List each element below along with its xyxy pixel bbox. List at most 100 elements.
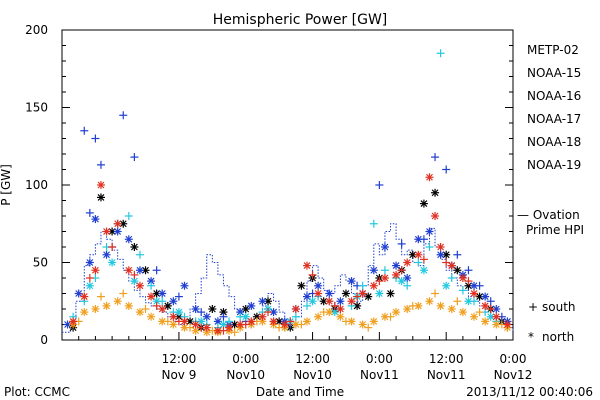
- noaa-18-south-point: [297, 320, 306, 329]
- noaa-15-south-point: [197, 308, 206, 317]
- x-axis-label: Date and Time: [256, 385, 344, 399]
- noaa-18-north-point: [158, 317, 167, 326]
- noaa-18-north-point: [169, 320, 178, 329]
- noaa-16-south-point: [380, 266, 389, 275]
- noaa-18-south-point: [163, 317, 172, 326]
- noaa-16-south-point: [291, 312, 300, 321]
- x-tick-date-label: Nov11: [360, 368, 399, 382]
- noaa-19-north-point: [202, 323, 211, 332]
- noaa-15-north-point: [113, 227, 122, 236]
- noaa-19-south-point: [464, 277, 473, 286]
- noaa-15-south-point: [152, 266, 161, 275]
- noaa-18-south-point: [186, 323, 195, 332]
- noaa-15-north-point: [314, 281, 323, 290]
- legend-noaa-18: NOAA-18: [527, 135, 581, 149]
- y-tick-label: 0: [40, 333, 48, 347]
- metp-02-north-point: [96, 193, 105, 202]
- noaa-19-south-point: [130, 270, 139, 279]
- noaa-15-south-point: [91, 134, 100, 143]
- noaa-19-north-point: [96, 181, 105, 189]
- marker-legend-north-symbol: *: [528, 330, 534, 344]
- noaa-19-north-point: [269, 317, 278, 326]
- ovation-legend-line1: — Ovation: [517, 208, 580, 222]
- noaa-16-south-point: [135, 250, 144, 259]
- noaa-19-north-point: [169, 312, 178, 321]
- noaa-15-north-point: [202, 312, 211, 321]
- noaa-19-north-point: [80, 292, 89, 301]
- noaa-18-north-point: [314, 312, 323, 321]
- noaa-19-south-point: [286, 317, 295, 326]
- y-tick-label: 200: [25, 23, 48, 37]
- noaa-15-south-point: [174, 292, 183, 301]
- noaa-16-north-point: [197, 317, 206, 326]
- noaa-18-south-point: [119, 289, 128, 298]
- noaa-19-north-point: [247, 317, 256, 326]
- noaa-15-north-point: [191, 305, 200, 313]
- noaa-19-south-point: [330, 301, 339, 310]
- noaa-15-north-point: [347, 277, 356, 286]
- chart-title: Hemispheric Power [GW]: [213, 12, 388, 28]
- noaa-15-south-point: [486, 297, 495, 306]
- metp-02-north-point: [364, 292, 373, 301]
- metp-02-north-point: [297, 281, 306, 290]
- noaa-16-north-point: [308, 297, 317, 306]
- marker-legend-south-symbol: +: [528, 300, 538, 314]
- noaa-15-south-point: [464, 266, 473, 275]
- noaa-19-north-point: [191, 320, 200, 329]
- metp-02-north-point: [408, 250, 417, 259]
- x-tick-time-label: 12:00: [295, 352, 330, 366]
- plot-frame: [61, 29, 514, 341]
- noaa-18-south-point: [431, 289, 440, 298]
- y-tick-label: 50: [33, 256, 48, 270]
- x-tick-time-label: 12:00: [162, 352, 197, 366]
- noaa-15-south-point: [219, 312, 228, 321]
- noaa-19-north-point: [380, 274, 389, 282]
- noaa-16-north-point: [397, 277, 406, 286]
- noaa-15-north-point: [180, 281, 189, 290]
- noaa-15-north-point: [380, 243, 389, 251]
- metp-02-north-point: [453, 266, 462, 275]
- noaa-19-south-point: [152, 301, 161, 310]
- metp-02-north-point: [341, 289, 350, 298]
- noaa-15-south-point: [130, 153, 139, 162]
- noaa-18-north-point: [180, 323, 189, 332]
- noaa-18-north-point: [147, 312, 156, 321]
- noaa-19-north-point: [431, 212, 440, 220]
- noaa-18-north-point: [414, 301, 423, 310]
- noaa-19-north-point: [503, 320, 512, 329]
- noaa-16-north-point: [174, 308, 183, 317]
- noaa-15-north-point: [336, 297, 345, 306]
- noaa-18-north-point: [113, 297, 122, 306]
- noaa-19-south-point: [486, 305, 495, 313]
- noaa-19-north-point: [470, 289, 479, 298]
- noaa-19-north-point: [425, 173, 434, 182]
- metp-02-north-point: [141, 266, 150, 275]
- noaa-16-north-point: [219, 320, 228, 329]
- y-tick-label: 100: [25, 178, 48, 192]
- noaa-16-south-point: [458, 286, 467, 295]
- noaa-18-north-point: [492, 320, 501, 329]
- noaa-16-north-point: [464, 297, 473, 306]
- noaa-15-north-point: [414, 235, 423, 244]
- noaa-15-south-point: [85, 208, 94, 217]
- noaa-19-north-point: [336, 305, 345, 313]
- noaa-18-north-point: [458, 308, 467, 317]
- marker-legend-north: north: [542, 330, 574, 344]
- noaa-15-south-point: [419, 235, 428, 244]
- noaa-18-north-point: [91, 305, 100, 313]
- noaa-18-north-point: [425, 297, 434, 306]
- noaa-16-south-point: [302, 301, 311, 310]
- noaa-18-north-point: [336, 312, 345, 321]
- noaa-19-north-point: [325, 297, 334, 306]
- noaa-19-north-point: [447, 261, 456, 270]
- noaa-15-north-point: [74, 289, 83, 298]
- noaa-18-south-point: [364, 323, 373, 332]
- noaa-16-north-point: [375, 289, 384, 298]
- noaa-16-north-point: [108, 258, 117, 267]
- noaa-19-south-point: [397, 266, 406, 275]
- noaa-19-south-point: [442, 258, 451, 267]
- metp-02-north-point: [241, 305, 250, 313]
- noaa-18-south-point: [230, 328, 239, 337]
- noaa-18-north-point: [358, 320, 367, 329]
